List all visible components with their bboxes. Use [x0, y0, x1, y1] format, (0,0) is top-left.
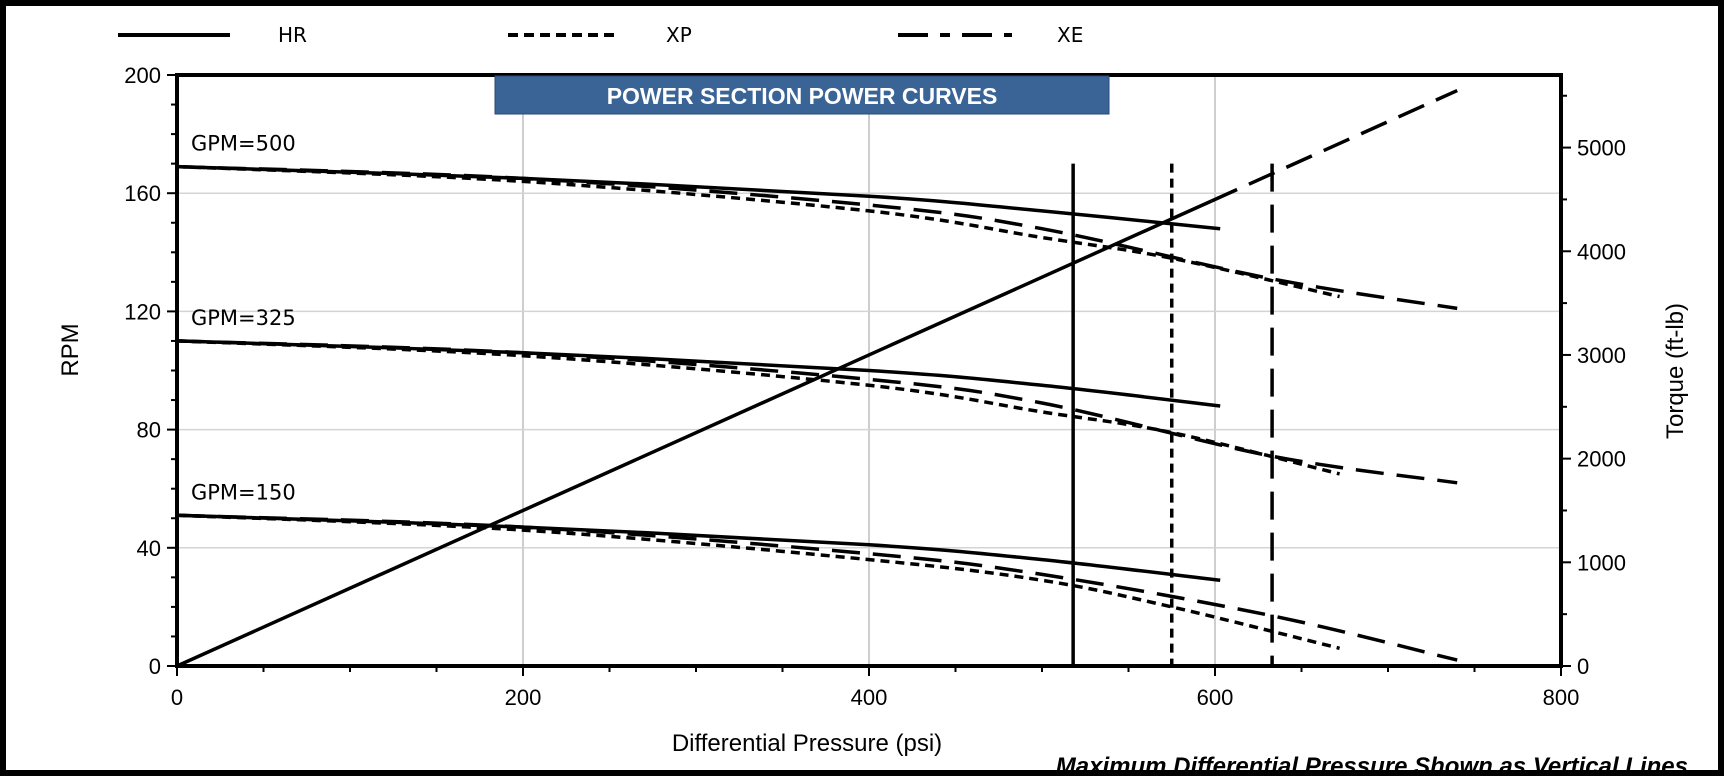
y-tick-label: 160 — [124, 181, 161, 206]
flow-label-gpm-500: GPM=500 — [191, 132, 296, 156]
torque-line-extension — [1210, 88, 1458, 203]
rpm-curve-xp-gpm-150 — [176, 513, 1341, 650]
y2-tick-label: 4000 — [1577, 239, 1626, 264]
y-tick-label: 80 — [137, 418, 161, 443]
torque-line — [176, 199, 1213, 668]
x-tick-label: 600 — [1197, 685, 1234, 710]
rpm-curve-xp-gpm-325 — [176, 339, 1341, 476]
tick-labels: 0 200 400 600 800040801201602000100020003000… — [124, 63, 1626, 710]
y2-tick-label: 2000 — [1577, 447, 1626, 472]
rpm-curve-xe-gpm-325 — [176, 339, 1458, 485]
x-tick-label: 200 — [505, 685, 542, 710]
legend: HR XP XE — [118, 23, 1083, 47]
rpm-curve-hr-gpm-325 — [176, 339, 1221, 408]
grid-lines — [177, 75, 1561, 666]
y-tick-label: 120 — [124, 299, 161, 324]
legend-label-hr: HR — [278, 23, 307, 47]
flow-label-gpm-325: GPM=325 — [191, 306, 296, 330]
y2-tick-label: 3000 — [1577, 343, 1626, 368]
y2-tick-label: 5000 — [1577, 136, 1626, 161]
max-pressure-note: Maximum Differential Pressure Shown as V… — [1056, 753, 1688, 776]
x-tick-label: 400 — [851, 685, 888, 710]
y-tick-label: 200 — [124, 63, 161, 88]
chart-title: POWER SECTION POWER CURVES — [607, 83, 998, 109]
plot-area-border — [175, 73, 1563, 668]
y2-axis-title: Torque (ft-lb) — [1662, 303, 1689, 439]
rpm-curve-xe-gpm-150 — [176, 513, 1458, 662]
x-axis-title: Differential Pressure (psi) — [672, 730, 942, 757]
flow-label-gpm-150: GPM=150 — [191, 480, 296, 504]
legend-label-xp: XP — [666, 23, 692, 47]
y-tick-label: 40 — [137, 536, 161, 561]
y-axis-title: RPM — [57, 323, 84, 376]
rpm-curve-hr-gpm-500 — [176, 164, 1221, 231]
y2-tick-label: 0 — [1577, 654, 1589, 679]
chart-title-box — [494, 75, 1110, 115]
rpm-curve-xe-gpm-500 — [176, 164, 1458, 311]
rpm-curve-xp-gpm-500 — [176, 164, 1340, 299]
y2-tick-label: 1000 — [1577, 550, 1626, 575]
data-series — [176, 88, 1458, 668]
x-tick-label: 0 — [171, 685, 183, 710]
x-tick-label: 800 — [1543, 685, 1580, 710]
legend-label-xe: XE — [1057, 23, 1083, 47]
y-tick-label: 0 — [149, 654, 161, 679]
